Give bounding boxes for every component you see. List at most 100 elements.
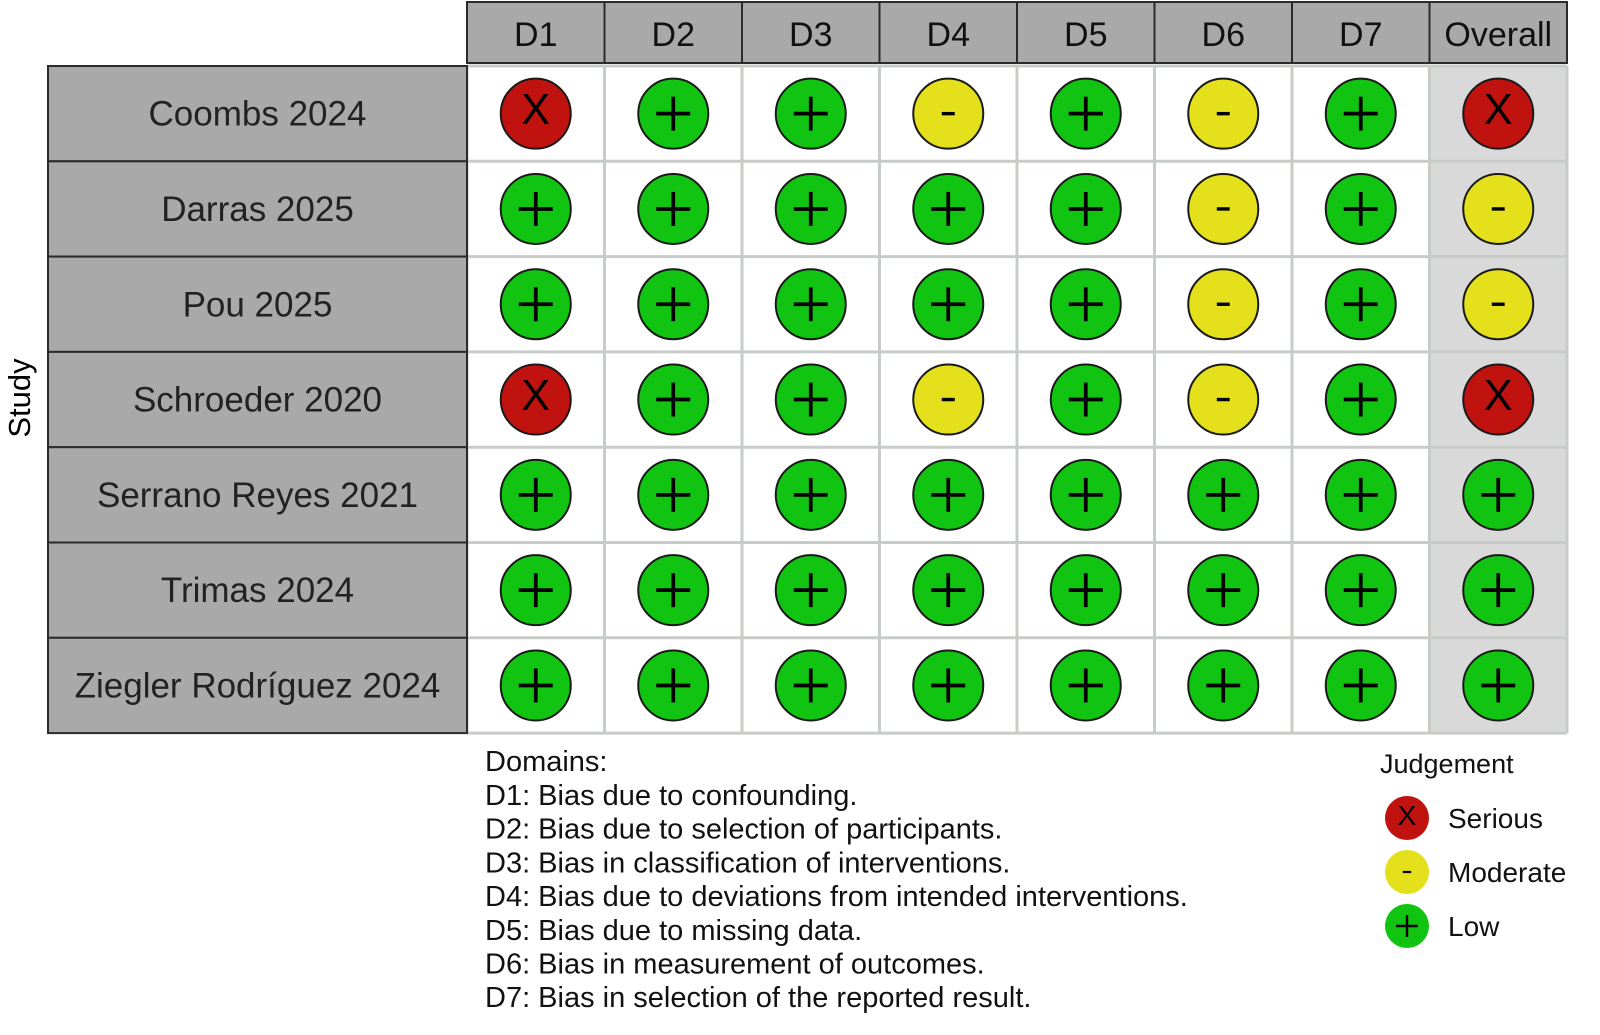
- judgement-darras-2025-overall: [1462, 172, 1535, 245]
- judgement-ziegler-rodriguez-2024-d6: [1187, 649, 1260, 722]
- judgement-schroeder-2020-overall: X: [1462, 363, 1535, 436]
- judgement-pou-2025-d1: [499, 268, 572, 341]
- judgement-trimas-2024-d4: [912, 554, 985, 627]
- domain-description-d1: D1: Bias due to confounding.: [485, 780, 857, 812]
- study-row-label-box: [47, 255, 468, 353]
- judgement-serrano-reyes-2021-d5: [1049, 458, 1122, 531]
- column-header-label-d1: D1: [514, 16, 557, 54]
- judgement-trimas-2024-d3: [774, 554, 847, 627]
- judgement-ziegler-rodriguez-2024-d3: [774, 649, 847, 722]
- judgement-pou-2025-d4: [912, 268, 985, 341]
- judgement-serrano-reyes-2021-d7: [1324, 458, 1397, 531]
- judgement-ziegler-rodriguez-2024-d2: [637, 649, 710, 722]
- judgement-schroeder-2020-d6: [1187, 363, 1260, 436]
- judgement-coombs-2024-d3: [774, 77, 847, 150]
- column-header-label-d5: D5: [1064, 16, 1107, 54]
- judgement-serrano-reyes-2021-d4: [912, 458, 985, 531]
- judgement-trimas-2024-d5: [1049, 554, 1122, 627]
- legend-title: Judgement: [1380, 749, 1514, 779]
- study-label-coombs-2024: Coombs 2024: [149, 95, 367, 134]
- domain-description-d6: D6: Bias in measurement of outcomes.: [485, 949, 985, 981]
- judgement-darras-2025-d7: [1324, 172, 1397, 245]
- judgement-serrano-reyes-2021-overall: [1462, 458, 1535, 531]
- judgement-schroeder-2020-d1: X: [499, 363, 572, 436]
- judgement-schroeder-2020-d7: [1324, 363, 1397, 436]
- column-header-d1: [466, 1, 606, 64]
- judgement-coombs-2024-overall: X: [1462, 77, 1535, 150]
- column-header-label-overall: Overall: [1444, 16, 1552, 54]
- judgement-coombs-2024-d1: X: [499, 77, 572, 150]
- study-label-schroeder-2020: Schroeder 2020: [133, 381, 382, 420]
- svg-text:X: X: [1398, 800, 1417, 831]
- judgement-coombs-2024-d4: [912, 77, 985, 150]
- y-axis-label: Study: [2, 358, 37, 438]
- domain-description-d5: D5: Bias due to missing data.: [485, 915, 862, 947]
- judgement-coombs-2024-d6: [1187, 77, 1260, 150]
- study-row-label-box: [47, 65, 468, 163]
- study-row-label-box: [47, 160, 468, 258]
- study-label-serrano-reyes-2021: Serrano Reyes 2021: [97, 476, 418, 515]
- column-header-label-d7: D7: [1339, 16, 1382, 54]
- legend-label: Low: [1448, 911, 1500, 942]
- legend-label: Serious: [1448, 803, 1543, 834]
- judgement-ziegler-rodriguez-2024-d7: [1324, 649, 1397, 722]
- legend-label: Moderate: [1448, 857, 1566, 888]
- svg-text:X: X: [1484, 372, 1513, 420]
- study-label-darras-2025: Darras 2025: [161, 190, 354, 229]
- study-row-label-box: [47, 636, 468, 735]
- study-label-pou-2025: Pou 2025: [183, 285, 333, 324]
- judgement-darras-2025-d2: [637, 172, 710, 245]
- column-header-d2: [603, 1, 743, 64]
- judgement-pou-2025-d2: [637, 268, 710, 341]
- judgement-trimas-2024-d2: [637, 554, 710, 627]
- judgement-serrano-reyes-2021-d1: [499, 458, 572, 531]
- judgement-darras-2025-d1: [499, 172, 572, 245]
- judgement-trimas-2024-overall: [1462, 554, 1535, 627]
- judgement-pou-2025-d3: [774, 268, 847, 341]
- judgement-serrano-reyes-2021-d6: [1187, 458, 1260, 531]
- legend-item-moderate: Moderate: [1385, 850, 1566, 894]
- judgement-schroeder-2020-d2: [637, 363, 710, 436]
- column-header-overall: [1428, 1, 1568, 64]
- column-header-d6: [1153, 1, 1293, 64]
- domain-description-d7: D7: Bias in selection of the reported re…: [485, 982, 1031, 1014]
- judgement-ziegler-rodriguez-2024-d5: [1049, 649, 1122, 722]
- judgement-ziegler-rodriguez-2024-overall: [1462, 649, 1535, 722]
- judgement-coombs-2024-d2: [637, 77, 710, 150]
- judgement-coombs-2024-d7: [1324, 77, 1397, 150]
- judgement-coombs-2024-d5: [1049, 77, 1122, 150]
- column-header-d7: [1291, 1, 1431, 64]
- svg-text:X: X: [521, 372, 550, 420]
- study-row-label-box: [47, 446, 468, 544]
- column-header-label-d2: D2: [652, 16, 695, 54]
- svg-text:X: X: [1484, 86, 1513, 134]
- legend-swatch: [1385, 796, 1429, 840]
- column-header-label-d4: D4: [927, 16, 970, 54]
- judgement-pou-2025-d7: [1324, 268, 1397, 341]
- domain-description-d2: D2: Bias due to selection of participant…: [485, 814, 1002, 846]
- column-header-label-d6: D6: [1202, 16, 1245, 54]
- column-header-d5: [1016, 1, 1156, 64]
- judgement-trimas-2024-d1: [499, 554, 572, 627]
- judgement-schroeder-2020-d3: [774, 363, 847, 436]
- judgement-serrano-reyes-2021-d3: [774, 458, 847, 531]
- column-header-d3: [741, 1, 881, 64]
- judgement-schroeder-2020-d5: [1049, 363, 1122, 436]
- judgement-darras-2025-d4: [912, 172, 985, 245]
- judgement-pou-2025-overall: [1462, 268, 1535, 341]
- judgement-darras-2025-d3: [774, 172, 847, 245]
- judgement-pou-2025-d5: [1049, 268, 1122, 341]
- judgement-schroeder-2020-d4: [912, 363, 985, 436]
- legend-item-low: Low: [1385, 904, 1500, 948]
- judgement-ziegler-rodriguez-2024-d4: [912, 649, 985, 722]
- study-label-ziegler-rodriguez-2024: Ziegler Rodríguez 2024: [75, 666, 441, 705]
- study-row-label-box: [47, 350, 468, 449]
- judgement-darras-2025-d5: [1049, 172, 1122, 245]
- domains-title: Domains:: [485, 746, 608, 778]
- domain-description-d3: D3: Bias in classification of interventi…: [485, 847, 1010, 879]
- judgement-darras-2025-d6: [1187, 172, 1260, 245]
- study-label-trimas-2024: Trimas 2024: [161, 571, 354, 610]
- column-header-label-d3: D3: [789, 16, 832, 54]
- judgement-serrano-reyes-2021-d2: [637, 458, 710, 531]
